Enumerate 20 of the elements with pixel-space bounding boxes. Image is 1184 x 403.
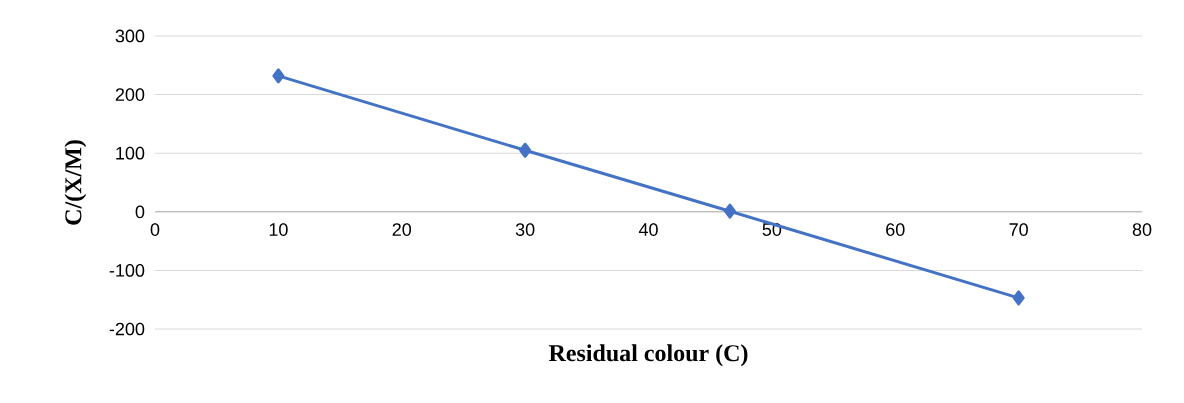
y-tick-label: 100 — [116, 146, 145, 160]
x-tick-label: 20 — [392, 223, 412, 236]
x-tick-label: 40 — [638, 223, 658, 236]
y-axis-title: C/(X/M) — [64, 140, 87, 225]
point — [519, 142, 532, 158]
x-tick-label: 10 — [269, 223, 288, 236]
y-tick-label: 300 — [115, 29, 145, 43]
x-axis-title: Residual colour (C) — [548, 344, 748, 367]
point — [1012, 290, 1025, 306]
y-tick-label: -200 — [109, 322, 145, 336]
point — [723, 203, 736, 219]
x-tick-label: 60 — [886, 223, 905, 236]
x-tick-label: 30 — [515, 223, 535, 236]
y-tick-label: 200 — [115, 88, 145, 101]
x-tick-label: 0 — [150, 223, 160, 236]
x-tick-label: 70 — [1009, 223, 1028, 236]
x-tick-label: 80 — [1132, 223, 1152, 236]
y-tick-label: 0 — [135, 205, 145, 219]
y-tick-label: -100 — [109, 264, 145, 277]
point — [272, 68, 285, 84]
